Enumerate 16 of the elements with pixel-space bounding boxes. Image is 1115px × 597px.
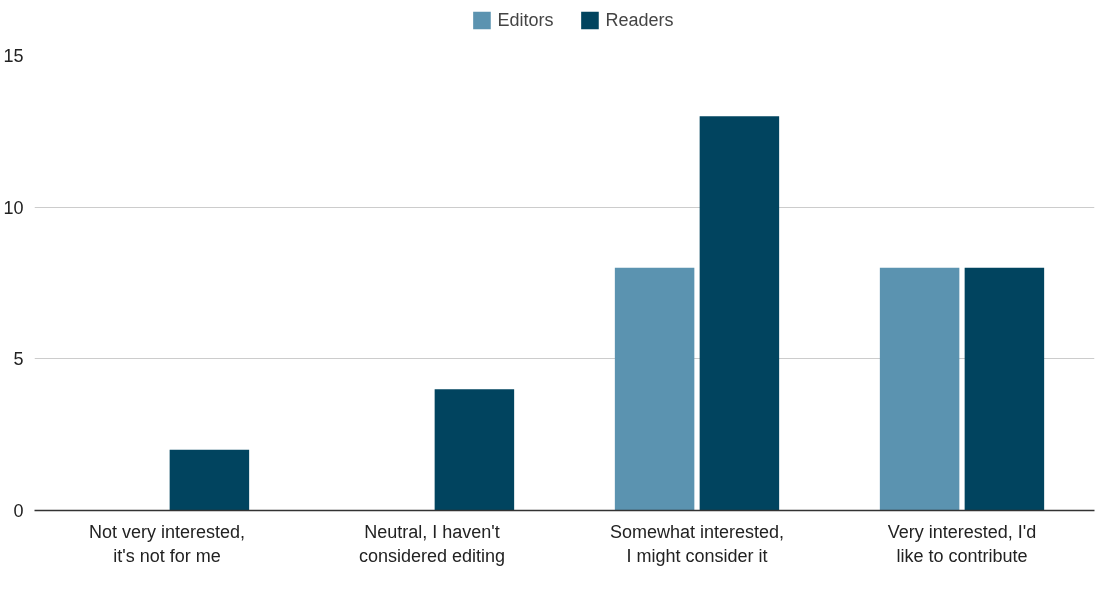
bar (699, 116, 780, 511)
x-tick-label: Very interested, I'd like to contribute (887, 521, 1037, 566)
legend-label: Readers (605, 9, 674, 31)
bar (169, 449, 250, 511)
y-tick-label: 0 (13, 501, 24, 521)
bar (964, 267, 1045, 511)
y-tick-label: 10 (3, 197, 24, 218)
bar (879, 267, 960, 511)
bar (434, 389, 515, 511)
x-tick-label: Neutral, I haven't considered editing (358, 521, 506, 566)
x-tick-label: Somewhat interested, I might consider it (609, 521, 785, 566)
x-tick-label: Not very interested, it's not for me (88, 521, 246, 566)
legend-label: Editors (497, 9, 554, 31)
y-tick-label: 5 (13, 349, 24, 370)
bar (614, 267, 695, 511)
y-tick-label: 15 (3, 46, 24, 66)
